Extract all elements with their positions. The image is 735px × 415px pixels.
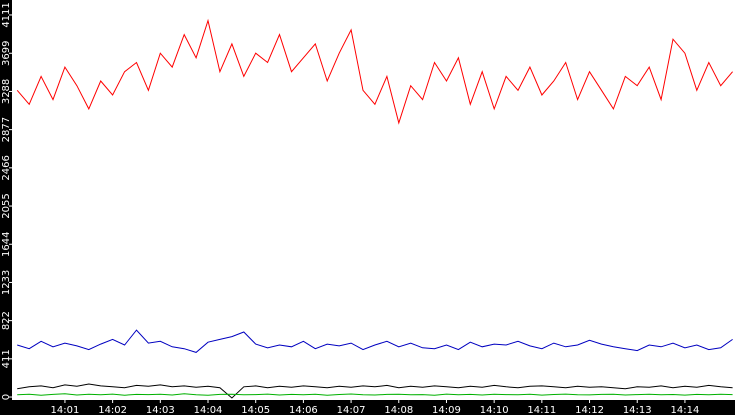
y-tick-label: 3288 <box>1 79 12 104</box>
x-tick-label: 14:11 <box>527 405 556 415</box>
series-line <box>17 329 733 353</box>
y-axis-band <box>0 0 12 415</box>
x-tick-label: 14:13 <box>623 405 652 415</box>
y-tick-label: 3699 <box>1 41 12 66</box>
y-tick-label: 2877 <box>1 117 12 142</box>
x-tick-label: 14:03 <box>146 405 175 415</box>
x-tick-label: 14:08 <box>384 405 413 415</box>
x-tick-label: 14:06 <box>289 405 318 415</box>
x-tick-label: 14:14 <box>671 405 700 415</box>
y-tick-label: 411 <box>1 349 12 368</box>
series-line <box>17 393 733 396</box>
y-tick-label: 822 <box>1 311 12 330</box>
x-tick-label: 14:02 <box>98 405 127 415</box>
series-line <box>16 18 733 125</box>
x-tick-label: 14:04 <box>194 405 223 415</box>
y-tick-label: 0 <box>1 394 12 400</box>
x-tick-label: 14:10 <box>480 405 509 415</box>
y-tick-label: 2466 <box>1 155 12 180</box>
x-axis-band <box>0 400 735 415</box>
x-tick-label: 14:09 <box>432 405 461 415</box>
y-tick-label: 1644 <box>1 232 12 257</box>
series-line <box>17 383 733 399</box>
x-tick-label: 14:12 <box>575 405 604 415</box>
x-tick-label: 14:01 <box>51 405 80 415</box>
y-tick-label: 4111 <box>1 2 12 27</box>
x-tick-label: 14:05 <box>241 405 270 415</box>
y-tick-label: 2055 <box>1 193 12 218</box>
y-tick-label: 1233 <box>1 270 12 295</box>
x-tick-label: 14:07 <box>337 405 366 415</box>
